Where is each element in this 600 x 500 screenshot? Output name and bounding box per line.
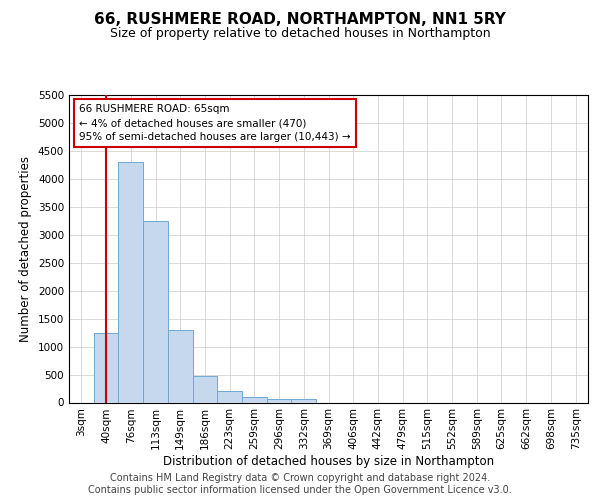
Text: 66 RUSHMERE ROAD: 65sqm
← 4% of detached houses are smaller (470)
95% of semi-de: 66 RUSHMERE ROAD: 65sqm ← 4% of detached… xyxy=(79,104,351,142)
Text: 66, RUSHMERE ROAD, NORTHAMPTON, NN1 5RY: 66, RUSHMERE ROAD, NORTHAMPTON, NN1 5RY xyxy=(94,12,506,28)
Text: Contains HM Land Registry data © Crown copyright and database right 2024.
Contai: Contains HM Land Registry data © Crown c… xyxy=(88,474,512,495)
Bar xyxy=(193,376,217,402)
Bar xyxy=(168,330,193,402)
Bar xyxy=(242,397,267,402)
Bar xyxy=(143,221,168,402)
Text: Size of property relative to detached houses in Northampton: Size of property relative to detached ho… xyxy=(110,28,490,40)
Bar xyxy=(118,162,143,402)
Bar xyxy=(267,399,292,402)
X-axis label: Distribution of detached houses by size in Northampton: Distribution of detached houses by size … xyxy=(163,455,494,468)
Y-axis label: Number of detached properties: Number of detached properties xyxy=(19,156,32,342)
Bar xyxy=(217,392,242,402)
Bar xyxy=(94,332,118,402)
Bar xyxy=(292,400,316,402)
